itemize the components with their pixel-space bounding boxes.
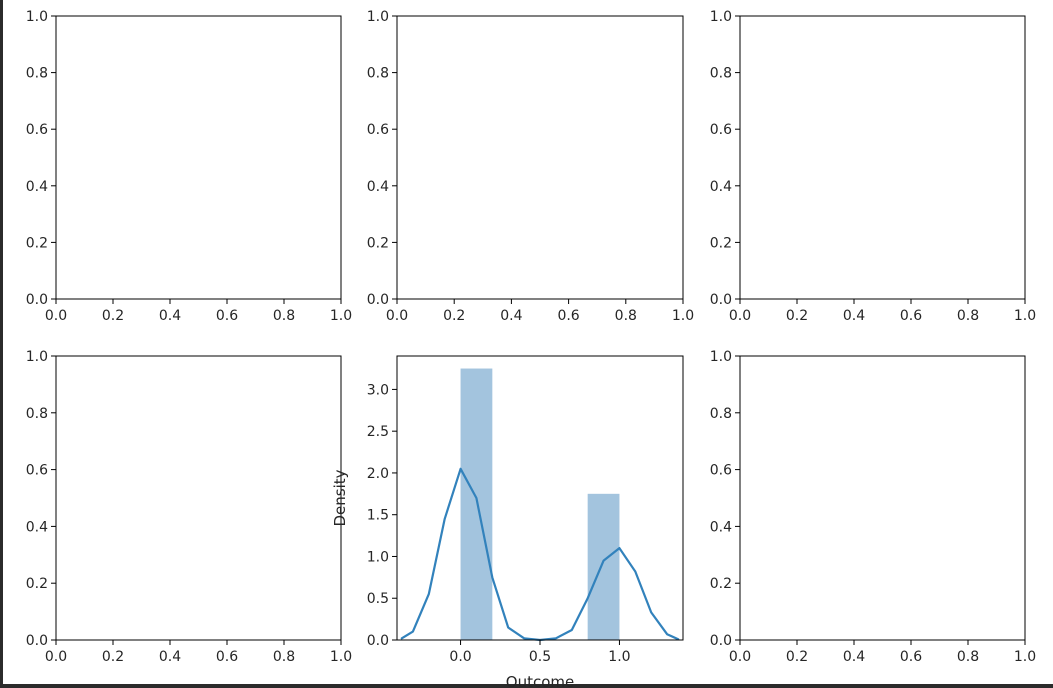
x-tick-label: 0.6 bbox=[557, 308, 579, 324]
axes-frame bbox=[55, 355, 342, 641]
axes-frame bbox=[739, 355, 1026, 641]
subplot-row2-col2: 0.0 0.5 1.0 0.0 0.5 1.0 1.5 2.0 2.5 3.0 Outcome Den… bbox=[331, 355, 684, 688]
x-tick-label: 0.0 bbox=[729, 649, 751, 665]
y-tick-label: 1.0 bbox=[710, 349, 732, 365]
y-tick-label: 0.8 bbox=[710, 66, 732, 82]
y-tick-label: 0.0 bbox=[367, 633, 389, 649]
axes-frame bbox=[55, 15, 342, 300]
axes-frame bbox=[739, 15, 1026, 300]
y-tick-label: 0.2 bbox=[710, 235, 732, 251]
histogram-bar-2 bbox=[587, 493, 620, 640]
x-tick-label: 0.4 bbox=[159, 308, 181, 324]
x-tick-label: 0.0 bbox=[729, 308, 751, 324]
x-tick-label: 0.0 bbox=[45, 308, 67, 324]
y-tick-label: 1.0 bbox=[367, 9, 389, 25]
y-tick-label: 0.4 bbox=[26, 519, 48, 535]
y-tick-label: 2.0 bbox=[367, 466, 389, 482]
x-tick-label: 0.0 bbox=[45, 649, 67, 665]
axes-frame bbox=[396, 355, 684, 641]
x-tick-label: 0.8 bbox=[957, 649, 979, 665]
y-tick-label: 0.2 bbox=[26, 576, 48, 592]
x-tick-label: 1.0 bbox=[1014, 308, 1036, 324]
x-tick-label: 1.0 bbox=[330, 308, 352, 324]
subplot-row1-col2: 0.0 0.2 0.4 0.6 0.8 1.0 0.0 0.2 0.4 0.6 0.8 1.0 bbox=[367, 9, 694, 324]
y-tick-label: 0.6 bbox=[26, 122, 48, 138]
x-tick-label: 1.0 bbox=[330, 649, 352, 665]
x-tick-label: 0.2 bbox=[786, 649, 808, 665]
histogram-bar-1 bbox=[460, 368, 493, 640]
y-tick-label: 0.6 bbox=[367, 122, 389, 138]
x-tick-label: 0.6 bbox=[900, 649, 922, 665]
window-border-left bbox=[0, 0, 3, 688]
x-tick-label: 1.0 bbox=[1014, 649, 1036, 665]
y-tick-label: 1.0 bbox=[26, 9, 48, 25]
y-tick-label: 0.6 bbox=[710, 463, 732, 479]
y-tick-label: 3.0 bbox=[367, 382, 389, 398]
y-tick-label: 0.8 bbox=[367, 66, 389, 82]
y-tick-label: 0.0 bbox=[710, 292, 732, 308]
subplot-row1-col1: 0.0 0.2 0.4 0.6 0.8 1.0 0.0 0.2 0.4 0.6 0.8 1.0 bbox=[26, 9, 352, 324]
y-axis-label: Density bbox=[331, 469, 349, 526]
x-tick-label: 0.4 bbox=[843, 649, 865, 665]
y-tick-label: 0.0 bbox=[710, 633, 732, 649]
axes-frame bbox=[396, 15, 684, 300]
subplot-row2-col3: 0.0 0.2 0.4 0.6 0.8 1.0 0.0 0.2 0.4 0.6 0.8 1.0 bbox=[710, 349, 1036, 665]
x-tick-label: 0.8 bbox=[273, 308, 295, 324]
x-tick-label: 0.2 bbox=[102, 308, 124, 324]
x-tick-label: 1.0 bbox=[608, 649, 630, 665]
y-tick-label: 1.5 bbox=[367, 508, 389, 524]
y-tick-label: 0.8 bbox=[26, 66, 48, 82]
subplot-row1-col3: 0.0 0.2 0.4 0.6 0.8 1.0 0.0 0.2 0.4 0.6 0.8 1.0 bbox=[710, 9, 1036, 324]
x-tick-label: 0.4 bbox=[500, 308, 522, 324]
y-tick-label: 1.0 bbox=[710, 9, 732, 25]
x-tick-label: 0.0 bbox=[449, 649, 471, 665]
x-tick-label: 0.2 bbox=[786, 308, 808, 324]
x-tick-label: 0.5 bbox=[529, 649, 551, 665]
window-border-bottom bbox=[0, 684, 1053, 688]
y-tick-label: 2.5 bbox=[367, 424, 389, 440]
x-tick-label: 0.6 bbox=[900, 308, 922, 324]
y-tick-label: 0.0 bbox=[26, 633, 48, 649]
y-tick-label: 1.0 bbox=[26, 349, 48, 365]
y-tick-label: 0.2 bbox=[367, 235, 389, 251]
x-tick-label: 0.6 bbox=[216, 308, 238, 324]
subplot-row2-col1: 0.0 0.2 0.4 0.6 0.8 1.0 0.0 0.2 0.4 0.6 0.8 1.0 bbox=[26, 349, 352, 665]
x-tick-label: 0.4 bbox=[843, 308, 865, 324]
y-tick-label: 0.2 bbox=[26, 235, 48, 251]
x-tick-label: 0.4 bbox=[159, 649, 181, 665]
x-tick-label: 0.2 bbox=[443, 308, 465, 324]
y-tick-label: 0.6 bbox=[26, 463, 48, 479]
y-tick-label: 0.0 bbox=[26, 292, 48, 308]
x-tick-label: 0.8 bbox=[957, 308, 979, 324]
y-tick-label: 1.0 bbox=[367, 549, 389, 565]
y-tick-label: 0.2 bbox=[710, 576, 732, 592]
x-axis-label: Outcome bbox=[506, 673, 574, 688]
y-tick-label: 0.4 bbox=[710, 519, 732, 535]
y-tick-label: 0.5 bbox=[367, 591, 389, 607]
y-tick-label: 0.0 bbox=[367, 292, 389, 308]
x-tick-label: 0.2 bbox=[102, 649, 124, 665]
x-tick-label: 0.6 bbox=[216, 649, 238, 665]
x-tick-label: 0.8 bbox=[273, 649, 295, 665]
y-tick-label: 0.6 bbox=[710, 122, 732, 138]
kde-density-line bbox=[400, 467, 680, 642]
y-tick-label: 0.4 bbox=[367, 179, 389, 195]
x-tick-label: 1.0 bbox=[672, 308, 694, 324]
y-tick-label: 0.8 bbox=[710, 406, 732, 422]
y-tick-label: 0.4 bbox=[710, 179, 732, 195]
y-tick-label: 0.4 bbox=[26, 179, 48, 195]
y-tick-label: 0.8 bbox=[26, 406, 48, 422]
x-tick-label: 0.8 bbox=[615, 308, 637, 324]
x-tick-label: 0.0 bbox=[386, 308, 408, 324]
